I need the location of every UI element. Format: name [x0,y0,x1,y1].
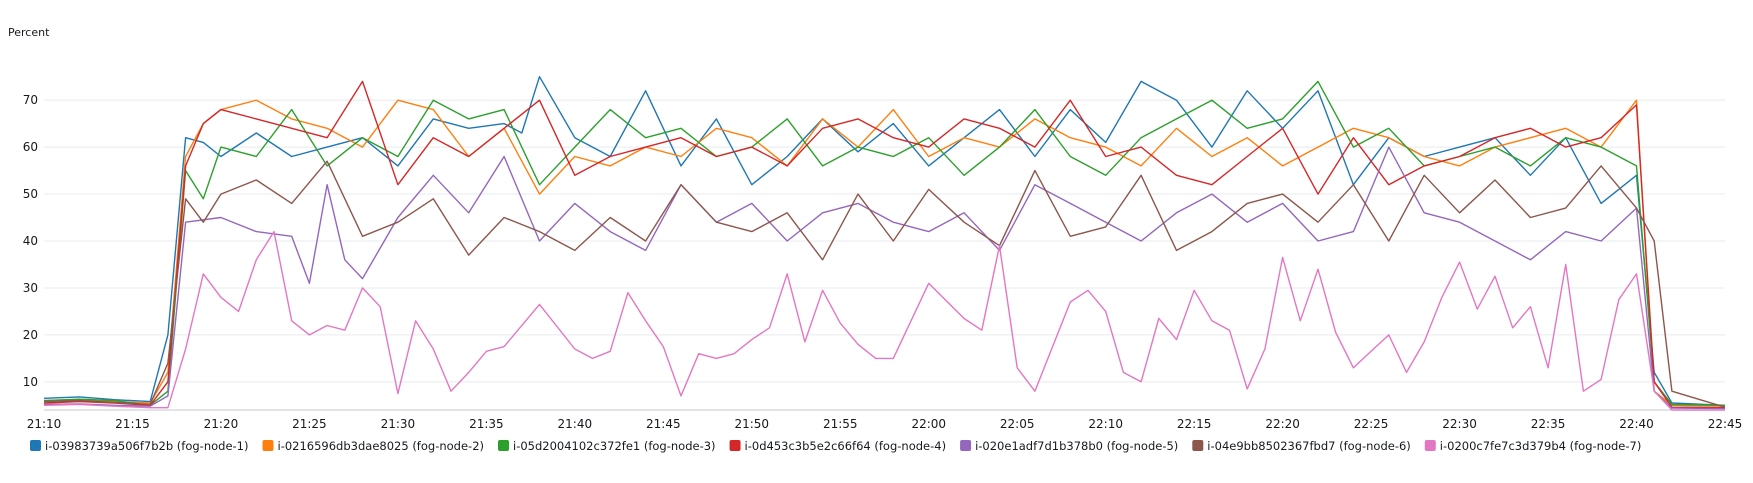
series-lines [43,75,1726,411]
x-tick-label: 22:20 [1265,417,1300,431]
legend-label: i-0200c7fe7c3d379b4 (fog-node-7) [1440,439,1642,453]
x-axis-ticks: 21:10 21:15 21:20 21:25 21:30 21:35 21:40 21:45… [27,417,1743,431]
x-tick-label: 21:25 [292,417,327,431]
x-tick-label: 22:40 [1619,417,1654,431]
legend-item-fog-node-7[interactable]: i-0200c7fe7c3d379b4 (fog-node-7) [1424,439,1642,453]
legend-label: i-03983739a506f7b2b (fog-node-1) [45,439,249,453]
x-tick-label: 22:00 [911,417,946,431]
legend-item-fog-node-3[interactable]: i-05d2004102c372fe1 (fog-node-3) [498,439,716,453]
legend-swatch [960,440,972,451]
x-tick-label: 22:10 [1088,417,1123,431]
x-tick-label: 22:05 [1000,417,1035,431]
y-tick-label: 10 [23,375,38,389]
x-tick-label: 22:15 [1177,417,1212,431]
x-tick-label: 22:35 [1531,417,1566,431]
x-tick-label: 21:45 [646,417,681,431]
legend-item-fog-node-1[interactable]: i-03983739a506f7b2b (fog-node-1) [30,439,249,453]
y-tick-label: 50 [23,187,38,201]
legend-swatch [498,440,509,451]
legend-swatch [729,440,741,451]
series-line-fog-node-4[interactable] [43,80,1726,409]
series-line-fog-node-6[interactable] [43,160,1726,408]
legend-swatch [1192,440,1204,451]
y-tick-label: 20 [23,328,38,342]
legend-swatch [1424,440,1436,451]
x-tick-label: 21:15 [115,417,150,431]
legend-swatch [30,440,41,451]
series-line-fog-node-2[interactable] [43,99,1726,407]
x-tick-label: 22:25 [1354,417,1389,431]
legend-label: i-0d453c3b5e2c66f64 (fog-node-4) [745,439,947,453]
x-tick-label: 21:40 [558,417,593,431]
x-tick-label: 22:45 [1708,417,1743,431]
legend-item-fog-node-5[interactable]: i-020e1adf7d1b378b0 (fog-node-5) [960,439,1178,453]
y-tick-label: 40 [23,234,38,248]
legend-label: i-020e1adf7d1b378b0 (fog-node-5) [975,439,1178,453]
y-tick-label: 70 [23,93,38,107]
x-tick-label: 21:20 [204,417,239,431]
series-line-fog-node-5[interactable] [43,146,1726,410]
x-tick-label: 21:55 [823,417,858,431]
legend-label: i-04e9bb8502367fbd7 (fog-node-6) [1207,439,1410,453]
series-line-fog-node-1[interactable] [43,75,1726,406]
x-tick-label: 21:10 [27,417,62,431]
x-tick-label: 21:35 [469,417,504,431]
legend-label: i-05d2004102c372fe1 (fog-node-3) [513,439,716,453]
legend-label: i-0216596db3dae8025 (fog-node-2) [278,439,485,453]
legend-item-fog-node-4[interactable]: i-0d453c3b5e2c66f64 (fog-node-4) [729,439,947,453]
legend-item-fog-node-2[interactable]: i-0216596db3dae8025 (fog-node-2) [262,439,485,453]
legend: i-03983739a506f7b2b (fog-node-1) i-021659… [30,439,1641,453]
y-axis-unit-label: Percent [8,26,50,39]
series-line-fog-node-7[interactable] [43,230,1725,411]
x-tick-label: 21:50 [734,417,769,431]
y-tick-label: 60 [23,140,38,154]
gridlines [44,99,1725,383]
x-tick-label: 22:30 [1442,417,1477,431]
legend-swatch [262,440,274,451]
legend-item-fog-node-6[interactable]: i-04e9bb8502367fbd7 (fog-node-6) [1192,439,1411,453]
y-tick-label: 30 [23,281,38,295]
y-axis-ticks: 10 20 30 40 50 60 70 [23,93,38,389]
x-tick-label: 21:30 [381,417,416,431]
